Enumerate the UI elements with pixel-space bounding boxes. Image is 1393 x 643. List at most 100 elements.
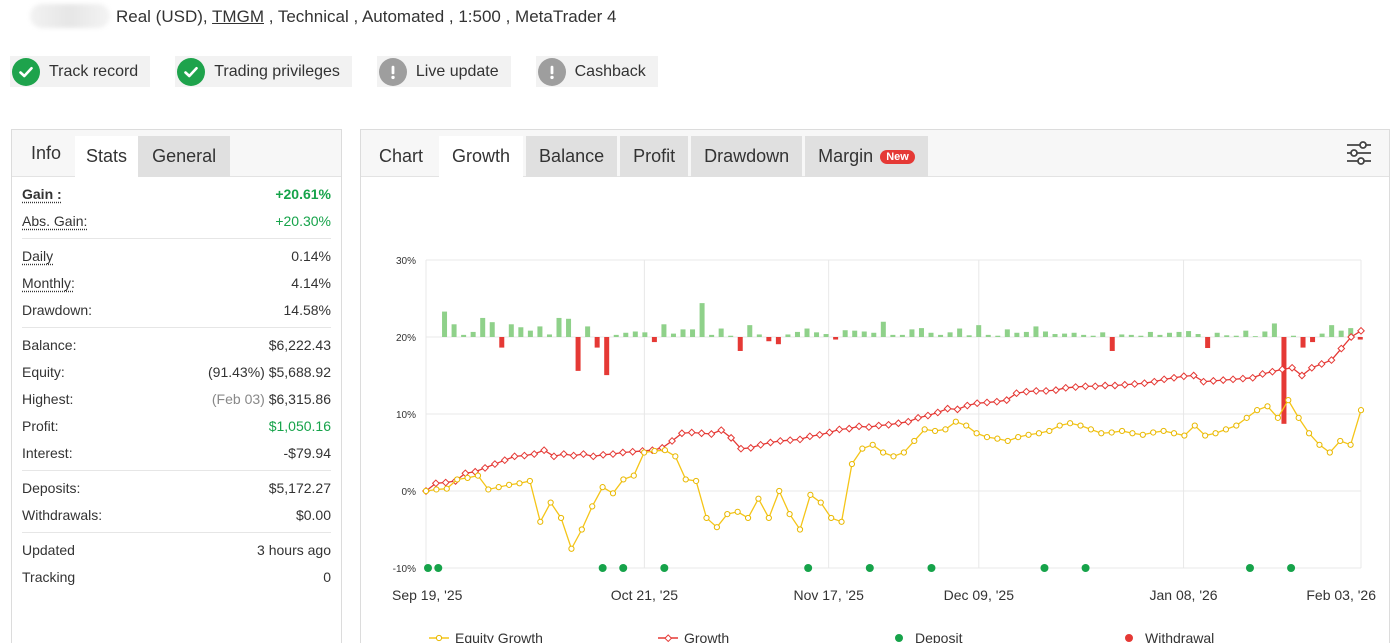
daily-bar	[1081, 334, 1087, 337]
equity-point	[641, 449, 648, 456]
growth-point	[855, 422, 864, 431]
legend-item: Withdrawal	[1125, 630, 1214, 643]
daily-bar	[766, 337, 772, 342]
tab-margin[interactable]: Margin New	[805, 136, 928, 177]
badge-live-update[interactable]: Live update	[376, 56, 511, 87]
chart-tabs: Chart Growth Balance Profit Drawdown Mar…	[361, 130, 1389, 177]
equity-percent: (91.43%)	[208, 363, 265, 380]
chart-legend: Equity Growth Growth Deposit Withdrawal	[429, 630, 1214, 643]
daily-bar	[518, 327, 524, 337]
deposit-marker	[424, 564, 432, 572]
equity-label: Equity:	[22, 363, 65, 380]
equity-point	[734, 508, 741, 515]
daily-bar	[451, 324, 457, 337]
daily-bar	[709, 334, 715, 337]
equity-point	[547, 499, 554, 506]
daily-bar	[442, 311, 448, 337]
equity-point	[828, 514, 835, 522]
deposit-marker	[1245, 564, 1254, 572]
equity-point	[1295, 414, 1302, 421]
growth-point	[1110, 381, 1119, 390]
equity-point	[983, 434, 991, 441]
gain-label[interactable]: Gain :	[22, 185, 62, 202]
equity-point	[1357, 407, 1365, 414]
growth-point	[1317, 359, 1326, 368]
equity-point	[599, 484, 606, 491]
daily-bar	[594, 337, 600, 348]
daily-bar	[928, 332, 934, 337]
abs-gain-label[interactable]: Abs. Gain:	[22, 212, 88, 229]
highest-label: Highest:	[22, 390, 74, 407]
daily-bar	[1338, 330, 1344, 337]
legend-label: Equity Growth	[455, 630, 543, 643]
growth-point	[1101, 381, 1110, 390]
daily-bar	[499, 337, 505, 348]
deposit-markers	[424, 564, 1296, 572]
y-tick-label: 20%	[396, 333, 416, 344]
tab-stats[interactable]: Stats	[75, 136, 139, 177]
daily-bar	[1147, 331, 1153, 337]
deposits-section: Deposits: $5,172.27 Withdrawals: $0.00	[22, 471, 331, 533]
daily-change-bars	[442, 303, 1363, 424]
daily-bar	[794, 331, 800, 337]
daily-bar	[995, 335, 1001, 337]
growth-point	[717, 426, 726, 435]
tab-general[interactable]: General	[138, 136, 231, 177]
badge-trading-privileges[interactable]: Trading privileges	[175, 56, 352, 87]
profit-label: Profit:	[22, 417, 59, 434]
equity-point	[495, 484, 502, 491]
legend-marker	[435, 634, 443, 642]
equity-point	[776, 487, 783, 495]
growth-point	[599, 450, 608, 459]
stat-interest: Interest: -$79.94	[22, 439, 331, 466]
broker-link[interactable]: TMGM	[212, 7, 264, 26]
daily-bar	[1128, 334, 1134, 337]
stat-deposits: Deposits: $5,172.27	[22, 474, 331, 501]
badge-track-record[interactable]: Track record	[10, 56, 151, 87]
badge-cashback[interactable]: Cashback	[535, 56, 658, 87]
equity-point	[1243, 414, 1250, 421]
sliders-icon[interactable]	[1345, 140, 1373, 171]
equity-growth-series	[422, 397, 1365, 552]
badge-label: Cashback	[574, 62, 646, 80]
legend-marker	[895, 634, 903, 642]
growth-point	[845, 424, 854, 433]
highest-date: (Feb 03)	[211, 390, 265, 407]
equity-point	[693, 477, 700, 485]
y-tick-label: -10%	[393, 564, 416, 575]
stat-withdrawals: Withdrawals: $0.00	[22, 501, 331, 528]
equity-point	[1326, 449, 1333, 456]
daily-label[interactable]: Daily	[22, 247, 54, 264]
daily-bar	[461, 334, 467, 337]
tab-balance[interactable]: Balance	[526, 136, 618, 177]
tab-drawdown[interactable]: Drawdown	[691, 136, 803, 177]
growth-point	[923, 411, 932, 420]
legend-marker	[664, 634, 673, 643]
equity-point	[1118, 427, 1126, 435]
deposits-label: Deposits:	[22, 479, 81, 496]
growth-chart[interactable]: 30% 20% 10% 0% -10% Sep 19, '25 Oct 21, '25 No…	[361, 177, 1389, 643]
withdrawals-label: Withdrawals:	[22, 506, 103, 523]
daily-bar	[690, 329, 696, 337]
verification-badges: Track record Trading privileges Live upd…	[10, 56, 658, 87]
new-badge: New	[880, 149, 915, 164]
growth-point	[1022, 387, 1031, 396]
equity-point	[474, 472, 482, 479]
daily-bar	[1090, 335, 1096, 337]
daily-bar	[871, 332, 877, 337]
daily-bar	[651, 337, 657, 343]
interest-value: -$79.94	[283, 444, 331, 461]
equity-point	[1108, 429, 1115, 436]
growth-point	[1140, 379, 1149, 388]
daily-bar	[566, 318, 572, 337]
daily-bar	[680, 329, 686, 337]
equity-point	[589, 503, 596, 510]
updated-label: Updated	[22, 541, 75, 558]
daily-bar	[976, 325, 982, 337]
daily-bar	[842, 330, 848, 337]
monthly-label[interactable]: Monthly:	[22, 274, 75, 291]
tab-profit[interactable]: Profit	[620, 136, 689, 177]
daily-bar	[1281, 337, 1287, 424]
highest-value-group: (Feb 03) $6,315.86	[212, 391, 331, 407]
tab-growth[interactable]: Growth	[439, 136, 524, 177]
